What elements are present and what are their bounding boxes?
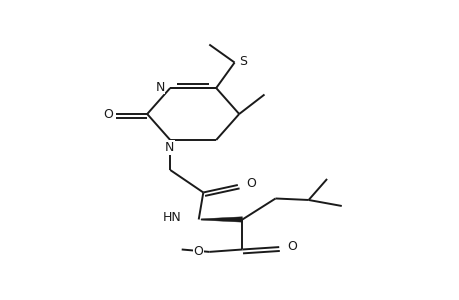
Text: HN: HN [162,212,181,224]
Text: O: O [193,245,203,258]
Text: N: N [155,81,164,94]
Text: O: O [287,240,297,253]
Polygon shape [201,217,242,222]
Text: O: O [246,177,255,190]
Text: S: S [239,55,246,68]
Text: O: O [103,107,113,121]
Text: N: N [164,141,174,154]
